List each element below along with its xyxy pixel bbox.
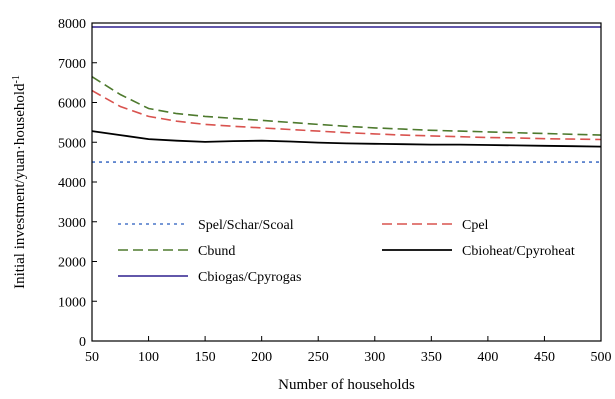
- plot-frame: [91, 22, 602, 342]
- x-tick-label: 100: [138, 350, 159, 365]
- x-tick-label: 150: [195, 350, 216, 365]
- x-tick-label: 400: [477, 350, 498, 365]
- x-tick-label: 50: [85, 350, 99, 365]
- legend-label: Cbioheat/Cpyroheat: [462, 244, 575, 259]
- legend-label: Cbund: [198, 244, 235, 259]
- y-tick-label: 3000: [58, 216, 86, 231]
- y-axis-ticks: 0 1000 2000 3000 4000 5000 6000 7000 8000: [58, 17, 97, 350]
- y-tick-label: 4000: [58, 176, 86, 191]
- y-axis-title: Initial investment/yuan·household-1: [11, 75, 29, 289]
- y-axis-title-superscript: -1: [11, 75, 22, 83]
- x-tick-label: 500: [591, 350, 612, 365]
- x-tick-label: 450: [534, 350, 555, 365]
- x-tick-label: 350: [421, 350, 442, 365]
- series-line-3: [91, 76, 602, 136]
- y-tick-label: 0: [79, 335, 86, 350]
- series-line-4: [91, 130, 602, 148]
- y-tick-label: 1000: [58, 295, 86, 310]
- x-tick-label: 250: [308, 350, 329, 365]
- x-axis-ticks: 50 100 150 200 250 300 350 400 450 500: [85, 336, 612, 365]
- legend-label: Cpel: [462, 218, 489, 233]
- y-axis-title-main: Initial investment/yuan·household: [12, 83, 28, 289]
- y-tick-label: 2000: [58, 256, 86, 271]
- y-tick-label: 6000: [58, 97, 86, 112]
- y-tick-label: 5000: [58, 136, 86, 151]
- x-axis-title: Number of households: [278, 377, 415, 393]
- x-tick-label: 300: [364, 350, 385, 365]
- x-tick-label: 200: [251, 350, 272, 365]
- series-line-2: [91, 89, 602, 141]
- legend-label: Cbiogas/Cpyrogas: [198, 270, 301, 285]
- legend-label: Spel/Schar/Scoal: [198, 218, 294, 233]
- y-tick-label: 7000: [58, 57, 86, 72]
- series-lines: [91, 26, 602, 163]
- legend: Spel/Schar/Scoal Cpel Cbund Cbioheat/Cpyroh…: [118, 218, 575, 285]
- y-tick-label: 8000: [58, 17, 86, 32]
